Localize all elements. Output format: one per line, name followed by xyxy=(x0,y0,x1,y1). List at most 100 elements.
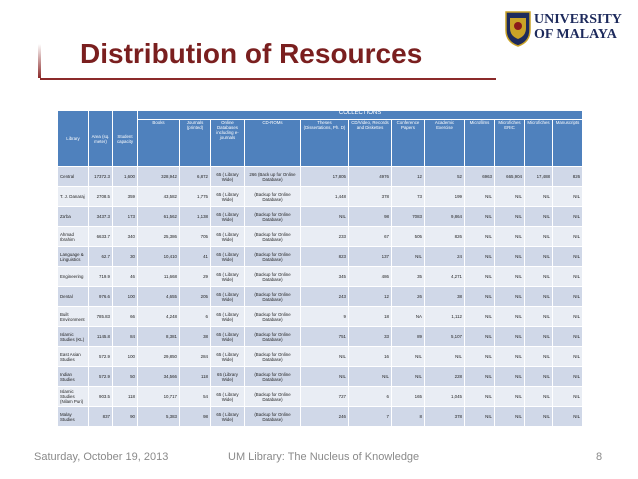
table-cell: NIL xyxy=(524,326,553,347)
table-cell: 837 xyxy=(88,406,113,427)
table-cell: NIL xyxy=(524,386,553,407)
table-row: Central 17372.3 1,600 328,942 6,872 65 ( Libr… xyxy=(57,166,584,187)
table-cell: 572.9 xyxy=(88,346,113,367)
column-header: Online Databases including e-journals xyxy=(210,119,245,167)
table-cell: 7083 xyxy=(391,206,425,227)
table-cell: 378 xyxy=(424,406,465,427)
table-cell: 12 xyxy=(391,166,425,187)
table-cell: NIL xyxy=(464,306,495,327)
table-cell: 30 xyxy=(112,246,138,267)
table-cell: Language & Linguistics xyxy=(57,246,89,267)
table-cell: 359 xyxy=(112,186,138,207)
table-cell: Indian Studies xyxy=(57,366,89,387)
table-cell: 246 xyxy=(300,406,349,427)
table-cell: 38 xyxy=(424,286,465,307)
table-cell: 65 ( Library Wide) xyxy=(210,406,245,427)
table-cell: 73 xyxy=(391,186,425,207)
table-cell: 65 ( Library Wide) xyxy=(210,226,245,247)
table-cell: NIL xyxy=(551,306,584,327)
table-cell: NIL xyxy=(551,346,584,367)
table-cell: NIL xyxy=(551,266,584,287)
table-cell: 17372.3 xyxy=(88,166,113,187)
table-cell: 4,248 xyxy=(137,306,180,327)
table-cell: NIL xyxy=(494,306,525,327)
table-cell: 17,805 xyxy=(300,166,349,187)
slide-title: Distribution of Resources xyxy=(80,38,423,69)
table-cell: 84 xyxy=(112,326,138,347)
table-cell: 10,717 xyxy=(137,386,180,407)
table-cell: 89 xyxy=(391,326,425,347)
table-cell: 34,566 xyxy=(137,366,180,387)
table-cell: 43,582 xyxy=(137,186,180,207)
table-cell: 4976 xyxy=(348,166,392,187)
table-row: Language & Linguistics 62.7 30 10,410 41 65 (… xyxy=(57,246,584,267)
table-cell: NIL xyxy=(551,286,584,307)
table-cell: 826 xyxy=(424,226,465,247)
table-cell: 976.6 xyxy=(88,286,113,307)
column-header: Manuscripts xyxy=(551,119,584,167)
header-row: Library Area (sq. meter) Student capacity C… xyxy=(57,110,584,167)
table-cell: NIL xyxy=(524,186,553,207)
table-cell: (Backup for Online Database) xyxy=(244,226,301,247)
table-cell: 6 xyxy=(179,306,211,327)
table-cell: 705 xyxy=(179,226,211,247)
table-cell: 18 xyxy=(348,306,392,327)
table-cell: 66 xyxy=(112,306,138,327)
table-row: Indian Studies 572.9 50 34,566 118 65 (Librar… xyxy=(57,366,584,387)
table-cell: 486 xyxy=(348,266,392,287)
table-cell: 29 xyxy=(179,266,211,287)
table-cell: 35 xyxy=(391,266,425,287)
table-cell: NIL xyxy=(524,206,553,227)
table-cell: Malay Studies xyxy=(57,406,89,427)
accent-bar xyxy=(38,44,41,78)
table-cell: 90 xyxy=(112,406,138,427)
table-cell: NIL xyxy=(464,186,495,207)
table-row: East Asian Studies 572.9 100 29,850 284 65 ( … xyxy=(57,346,584,367)
column-header: Microfiches xyxy=(524,119,553,167)
column-header: Microfiches ERIC xyxy=(494,119,525,167)
table-cell: 505 xyxy=(391,226,425,247)
table-cell: 173 xyxy=(112,206,138,227)
footer-date: Saturday, October 19, 2013 xyxy=(34,451,169,463)
table-cell: (Backup for Online Database) xyxy=(244,346,301,367)
table-cell: 65 ( Library Wide) xyxy=(210,346,245,367)
page-number: 8 xyxy=(596,451,603,463)
table-cell: (Backup for Online Database) xyxy=(244,306,301,327)
table-cell: NIL xyxy=(494,346,525,367)
column-header: Area (sq. meter) xyxy=(88,110,113,167)
table-cell: 65 ( Library Wide) xyxy=(210,206,245,227)
table-cell: East Asian Studies xyxy=(57,346,89,367)
table-cell: 6633.7 xyxy=(88,226,113,247)
table-cell: Ahmad Ibrahim xyxy=(57,226,89,247)
resources-table: Library Area (sq. meter) Student capacity C… xyxy=(57,110,584,427)
table-cell: 24 xyxy=(424,246,465,267)
table-cell: 100 xyxy=(112,346,138,367)
group-header: COLLECTIONS xyxy=(136,110,584,120)
table-cell: 11,668 xyxy=(137,266,180,287)
table-cell: 243 xyxy=(300,286,349,307)
table-cell: 98 xyxy=(179,406,211,427)
table-cell: 65 ( Library Wide) xyxy=(210,266,245,287)
table-cell: NIL xyxy=(494,326,525,347)
table-cell: 137 xyxy=(348,246,392,267)
table-cell: 98 xyxy=(348,206,392,227)
table-cell: 118 xyxy=(179,366,211,387)
table-cell: 1145.8 xyxy=(88,326,113,347)
table-cell: 16 xyxy=(348,346,392,367)
logo-line: OF MALAYA xyxy=(534,27,617,42)
table-row: Islamic Studies (KL) 1145.8 84 8,381 38 65 ( … xyxy=(57,326,584,347)
table-cell: 9,864 xyxy=(424,206,465,227)
table-cell: NIL xyxy=(551,406,584,427)
column-header: Library xyxy=(57,110,89,167)
table-cell: NIL xyxy=(494,206,525,227)
table-cell: 65 ( Library Wide) xyxy=(210,166,245,187)
header-row: Books Journals (printed) Online Databases … xyxy=(58,119,584,167)
logo: UNIVERSITY OF MALAYA xyxy=(534,12,622,42)
table-cell: 4,271 xyxy=(424,266,465,287)
table-cell: (Backup for Online Database) xyxy=(244,266,301,287)
table-cell: 1,448 xyxy=(300,186,349,207)
table-cell: NIL xyxy=(391,246,425,267)
table-cell: NIL xyxy=(464,406,495,427)
table-cell: 9 xyxy=(300,306,349,327)
table-cell: NIL xyxy=(524,246,553,267)
